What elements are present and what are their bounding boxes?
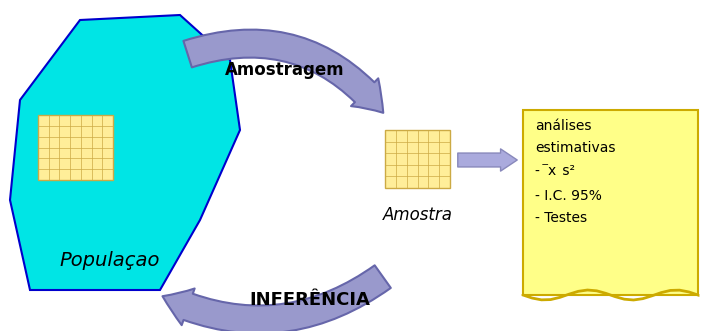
Text: estimativas: estimativas [535,141,615,155]
FancyArrowPatch shape [458,149,518,171]
FancyArrowPatch shape [162,265,391,331]
FancyArrowPatch shape [184,29,384,113]
Text: - I.C. 95%: - I.C. 95% [535,189,602,203]
Text: x: x [548,164,557,178]
Bar [523,110,698,295]
Text: s²: s² [558,164,575,178]
Polygon shape [10,15,240,290]
Bar [38,115,113,180]
Text: Populaçao: Populaçao [60,251,160,269]
Text: INFERÊNCIA: INFERÊNCIA [250,291,370,309]
Bar [385,130,450,188]
Text: Amostra: Amostra [383,206,453,224]
Text: análises: análises [535,119,591,133]
Text: Amostragem: Amostragem [225,61,345,79]
Text: - Testes: - Testes [535,211,587,225]
Text: -: - [535,164,545,178]
